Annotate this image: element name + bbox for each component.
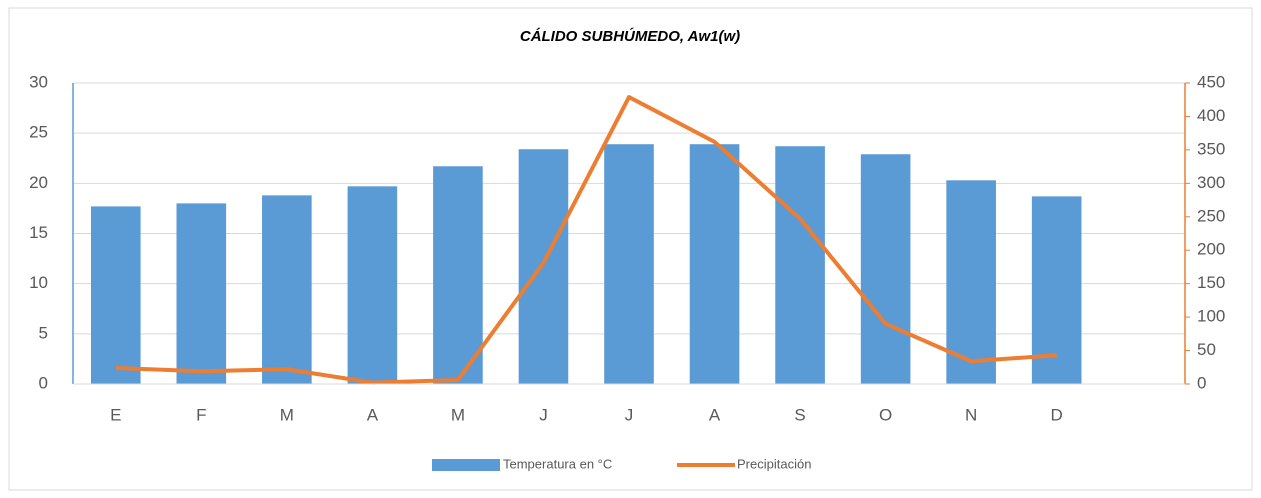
bar: [1031, 196, 1082, 384]
y2-tick-label: 250: [1197, 206, 1225, 225]
x-tick-label: E: [110, 405, 121, 424]
y-tick-label: 20: [29, 173, 48, 192]
bar: [604, 144, 654, 384]
bar: [689, 144, 740, 384]
y2-tick-label: 300: [1197, 173, 1225, 192]
bar: [946, 180, 996, 384]
y2-tick-label: 400: [1197, 106, 1225, 125]
y2-tick-label: 0: [1197, 373, 1206, 392]
y-tick-label: 15: [29, 223, 48, 242]
bar: [860, 154, 911, 384]
x-tick-label: F: [196, 405, 206, 424]
bar: [90, 206, 141, 384]
y2-tick-label: 50: [1197, 340, 1216, 359]
x-tick-label: N: [965, 405, 977, 424]
y2-tick-label: 200: [1197, 240, 1225, 259]
x-tick-label: A: [367, 405, 379, 424]
y-tick-label: 0: [39, 373, 48, 392]
legend-swatch: [432, 459, 500, 471]
bar: [176, 203, 227, 384]
bar: [433, 166, 483, 384]
legend-label: Temperatura en °C: [503, 456, 612, 471]
bar: [518, 149, 569, 384]
y2-tick-label: 350: [1197, 139, 1225, 158]
x-tick-label: J: [539, 405, 548, 424]
y-tick-label: 30: [29, 72, 48, 91]
x-tick-label: J: [625, 405, 634, 424]
x-tick-label: S: [794, 405, 805, 424]
y2-tick-label: 100: [1197, 307, 1225, 326]
bar: [262, 195, 312, 384]
y-tick-label: 25: [29, 123, 48, 142]
x-tick-label: A: [709, 405, 721, 424]
bar: [347, 186, 398, 384]
y2-tick-label: 150: [1197, 273, 1225, 292]
legend-label: Precipitación: [737, 456, 811, 471]
y-tick-label: 10: [29, 273, 48, 292]
y-tick-label: 5: [39, 323, 48, 342]
chart-title: CÁLIDO SUBHÚMEDO, Aw1(w): [520, 27, 740, 45]
y2-tick-label: 450: [1197, 72, 1225, 91]
x-tick-label: M: [280, 405, 294, 424]
x-tick-label: M: [451, 405, 465, 424]
bar: [775, 146, 825, 384]
line: [115, 95, 1057, 385]
x-tick-label: O: [879, 405, 892, 424]
x-tick-label: D: [1051, 405, 1063, 424]
